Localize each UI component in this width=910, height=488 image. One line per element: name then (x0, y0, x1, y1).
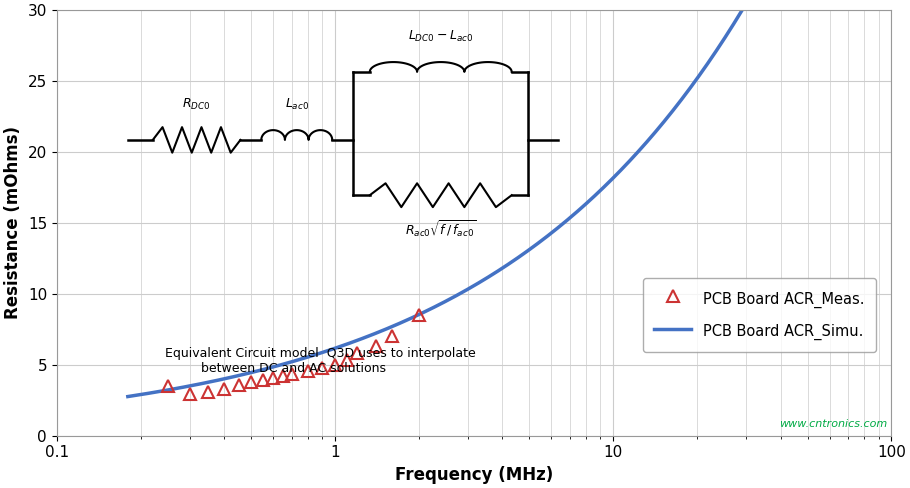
PCB Board ACR_Meas. (162, 383, 173, 389)
PCB Board ACR_Meas. (287, 371, 298, 377)
PCB Board ACR_Meas. (303, 368, 314, 374)
PCB Board ACR_Simu. (122, 394, 133, 400)
PCB Board ACR_Meas. (246, 380, 257, 386)
Line: PCB Board ACR_Simu.: PCB Board ACR_Simu. (127, 4, 746, 397)
Text: Equivalent Circuit model  Q3D uses to interpolate
         between DC and AC sol: Equivalent Circuit model Q3D uses to int… (166, 347, 476, 375)
Text: $R_{ac0}\sqrt{f\,/\,f_{ac0}}$: $R_{ac0}\sqrt{f\,/\,f_{ac0}}$ (405, 219, 477, 240)
Y-axis label: Resistance (mOhms): Resistance (mOhms) (5, 126, 22, 319)
PCB Board ACR_Simu. (725, 25, 736, 31)
PCB Board ACR_Meas. (268, 375, 278, 381)
Text: $R_{DC0}$: $R_{DC0}$ (182, 97, 211, 112)
Legend: PCB Board ACR_Meas., PCB Board ACR_Simu.: PCB Board ACR_Meas., PCB Board ACR_Simu. (642, 278, 875, 352)
PCB Board ACR_Meas. (203, 388, 214, 394)
PCB Board ACR_Meas. (341, 358, 352, 364)
PCB Board ACR_Simu. (420, 309, 430, 315)
PCB Board ACR_Meas. (351, 350, 362, 356)
PCB Board ACR_Simu. (457, 289, 468, 295)
PCB Board ACR_Simu. (490, 269, 501, 275)
PCB Board ACR_Meas. (317, 366, 328, 371)
PCB Board ACR_Meas. (258, 377, 268, 383)
PCB Board ACR_Meas. (329, 362, 340, 367)
PCB Board ACR_Simu. (416, 310, 427, 316)
PCB Board ACR_Meas. (370, 343, 381, 349)
PCB Board ACR_Simu. (741, 1, 752, 7)
PCB Board ACR_Simu. (629, 153, 640, 159)
X-axis label: Frequency (MHz): Frequency (MHz) (395, 466, 553, 484)
PCB Board ACR_Meas. (278, 373, 288, 379)
PCB Board ACR_Meas. (387, 333, 398, 339)
Text: $L_{DC0}-L_{ac0}$: $L_{DC0}-L_{ac0}$ (408, 29, 473, 44)
PCB Board ACR_Meas. (184, 391, 195, 397)
PCB Board ACR_Meas. (218, 386, 229, 392)
PCB Board ACR_Meas. (413, 312, 424, 318)
PCB Board ACR_Meas. (233, 382, 244, 388)
Line: PCB Board ACR_Meas.: PCB Board ACR_Meas. (162, 309, 424, 400)
Text: www.cntronics.com: www.cntronics.com (779, 419, 887, 429)
Text: $L_{ac0}$: $L_{ac0}$ (285, 97, 308, 112)
